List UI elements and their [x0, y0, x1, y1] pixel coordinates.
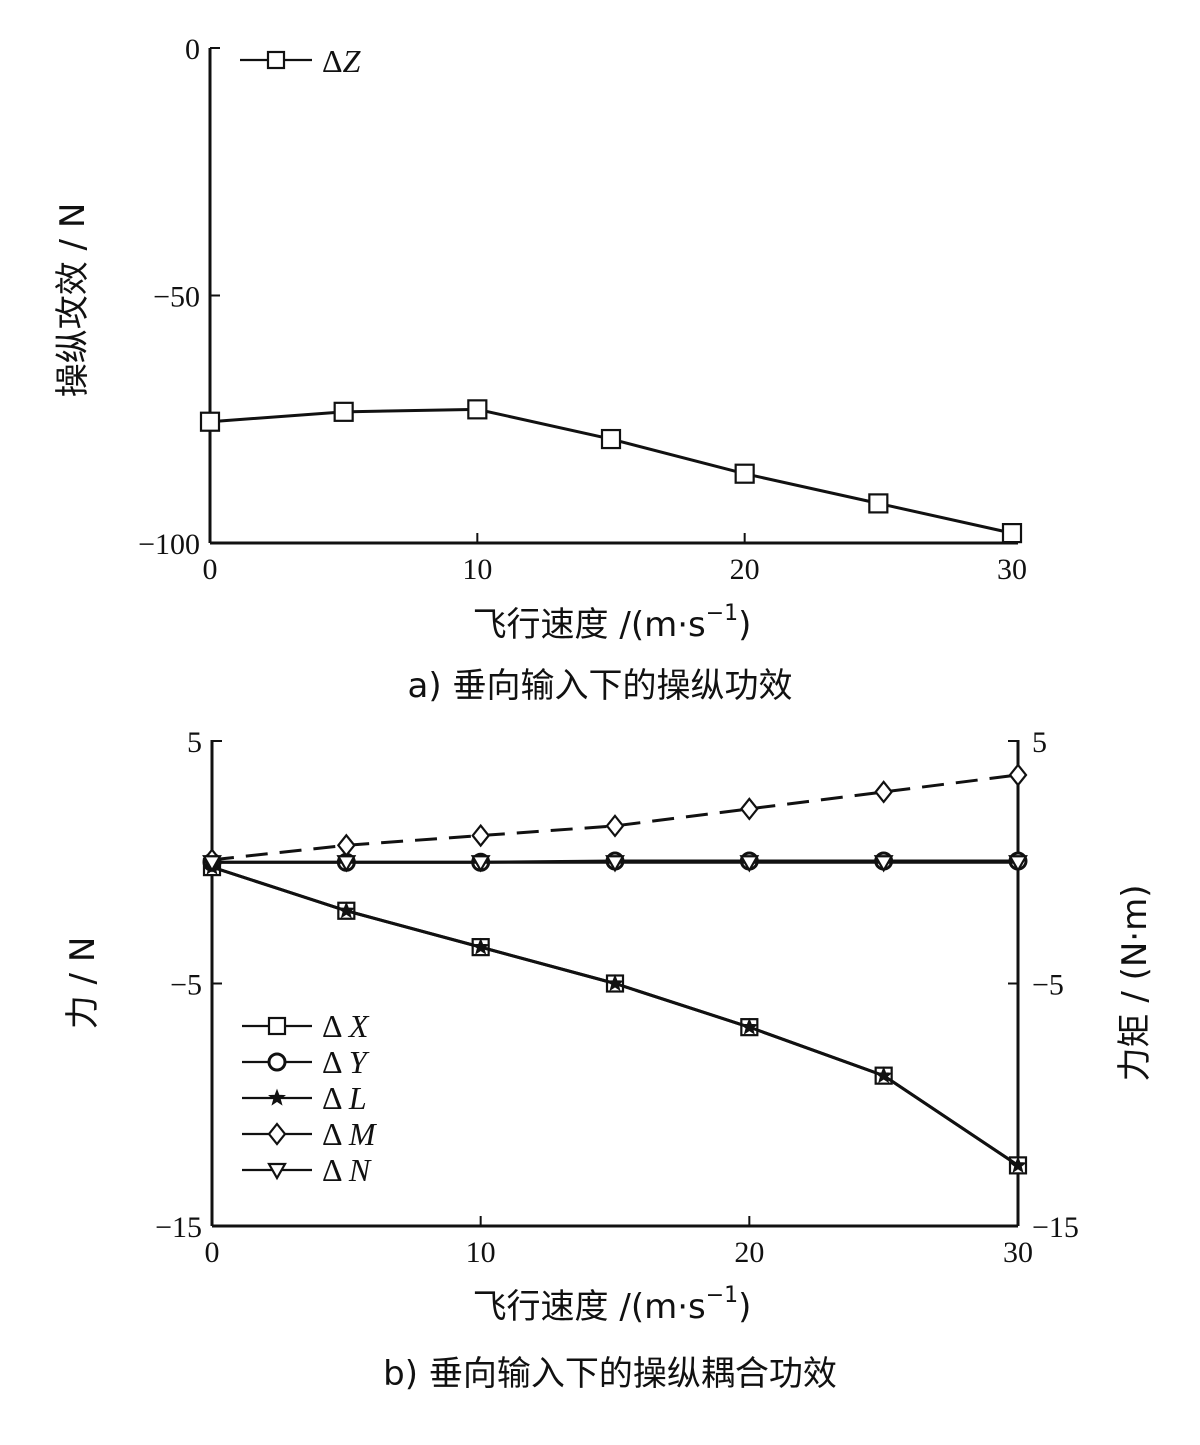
chart-b-x-tick-label-0: 0 — [205, 1236, 220, 1269]
chart-b-y-tick-label-2: −15 — [155, 1211, 202, 1244]
chart-b-y-tick-label-0: 5 — [187, 726, 202, 759]
legend-b-marker-dy — [267, 1052, 287, 1072]
chart-a-line-dz — [209, 407, 1013, 535]
chart-b-y-right-tick-label-1: −5 — [1032, 969, 1064, 1002]
chart-a-x-tick-label-0: 0 — [203, 553, 218, 586]
chart-a-x-label: 飞行速度 /(m·s−1) — [473, 601, 752, 645]
chart-b-point-dl-6 — [1009, 1155, 1027, 1174]
chart-b-point-dm-1 — [336, 833, 356, 858]
chart-a-y-tick-label-1: −50 — [153, 281, 200, 314]
legend-b-label-dy: Δ Y — [322, 1044, 370, 1080]
chart-b-point-dn-2 — [470, 855, 491, 873]
chart-b-y-label-right: 力矩 / (N·m) — [1115, 885, 1155, 1082]
legend-b-marker-dn — [267, 1162, 287, 1181]
chart-b-y-ticks-right: 5 −5 −15 — [1008, 726, 1079, 1244]
chart-a-series-dz — [199, 399, 1023, 544]
chart-b-x-tick-label-3: 30 — [1003, 1236, 1033, 1269]
chart-b-point-dl-5 — [874, 1066, 893, 1084]
chart-b-point-dn-0 — [202, 855, 222, 873]
chart-a-point-dz-4 — [734, 463, 755, 484]
chart-b-point-dn-5 — [873, 855, 894, 873]
chart-b-y-right-tick-label-2: −15 — [1032, 1211, 1079, 1244]
chart-a-x-label-main: 飞行速度 /(m·s — [473, 605, 706, 645]
chart-b-point-dn-4 — [739, 855, 760, 873]
chart-b: 0 10 20 30 5 −5 −15 5 −5 −15 力 / N 力矩 / (N·m) 飞… — [63, 726, 1155, 1394]
chart-b-y-label-left: 力 / N — [63, 937, 103, 1030]
chart-b-point-dm-5 — [874, 780, 894, 804]
chart-a-point-dz-3 — [600, 428, 622, 450]
chart-b-series — [202, 763, 1028, 1175]
chart-a: 0 10 20 30 0−50−100 操纵攻效 / N 飞行速度 /(m·s−1) … — [53, 33, 1027, 706]
chart-a-y-ticks: 0 −50 −100 — [138, 33, 220, 561]
legend-a-marker-dz — [266, 50, 286, 70]
chart-a-x-ticks: 0 10 20 30 — [203, 533, 1027, 586]
chart-b-point-dm-6 — [1008, 763, 1028, 787]
legend-b-label-dl: Δ L — [322, 1080, 367, 1116]
chart-b-x-label-end: ) — [738, 1287, 751, 1327]
chart-a-point-dz-0 — [199, 411, 221, 432]
chart-a-point-dz-5 — [868, 493, 889, 514]
chart-b-point-dl-2 — [471, 937, 490, 955]
chart-b-x-ticks: 0 10 20 30 — [205, 1216, 1033, 1269]
chart-b-x-tick-label-1: 10 — [466, 1236, 496, 1269]
chart-a-series — [199, 399, 1023, 544]
chart-b-point-dl-4 — [740, 1017, 759, 1035]
chart-a-x-tick-label-1: 10 — [462, 553, 492, 586]
chart-b-point-dn-3 — [605, 855, 625, 873]
chart-a-x-tick-label-2: 20 — [730, 553, 760, 586]
chart-a-y-tick-label-2: −100 — [138, 528, 200, 561]
chart-a-point-dz-6 — [1001, 522, 1023, 544]
legend-b-label-dm: Δ M — [322, 1116, 378, 1152]
chart-b-point-dl-3 — [606, 974, 624, 992]
chart-a-caption: a) 垂向输入下的操纵功效 — [408, 666, 793, 706]
chart-b-x-label-main: 飞行速度 /(m·s — [473, 1287, 706, 1327]
chart-a-y-label: 操纵攻效 / N — [53, 203, 93, 398]
chart-a-point-dz-1 — [333, 401, 354, 422]
chart-a-x-label-sup: −1 — [706, 601, 738, 626]
chart-b-legend: Δ XΔ YΔ LΔ MΔ N — [242, 1008, 378, 1188]
chart-b-y-tick-label-1: −5 — [170, 969, 202, 1002]
chart-b-point-dl-1 — [337, 901, 356, 919]
chart-a-x-tick-label-3: 30 — [997, 553, 1027, 586]
legend-a-label-dz: ΔZ — [322, 43, 362, 79]
chart-b-point-dn-1 — [336, 855, 357, 873]
chart-b-y-ticks: 5 −5 −15 — [155, 726, 222, 1244]
chart-b-x-tick-label-2: 20 — [734, 1236, 764, 1269]
legend-b-label-dn: Δ N — [322, 1152, 372, 1188]
chart-b-x-label: 飞行速度 /(m·s−1) — [473, 1283, 752, 1327]
chart-a-x-label-end: ) — [738, 605, 751, 645]
chart-b-point-dm-2 — [471, 823, 491, 848]
chart-b-point-dn-6 — [1008, 855, 1028, 873]
chart-b-caption: b) 垂向输入下的操纵耦合功效 — [383, 1354, 837, 1394]
chart-b-point-dm-4 — [739, 797, 759, 821]
chart-a-point-dz-2 — [467, 399, 488, 420]
chart-b-series-dn — [202, 855, 1028, 873]
chart-b-y-right-tick-label-0: 5 — [1032, 726, 1047, 759]
chart-b-x-label-sup: −1 — [706, 1283, 738, 1308]
legend-b-label-dx: Δ X — [322, 1008, 370, 1044]
legend-b-marker-dm — [267, 1122, 287, 1146]
chart-a-y-tick-label-0: 0 — [185, 33, 200, 66]
chart-b-point-dm-3 — [605, 814, 625, 838]
legend-b-marker-dl — [268, 1088, 286, 1106]
legend-b-marker-dx — [267, 1016, 287, 1036]
chart-a-legend: ΔZ — [240, 43, 362, 79]
